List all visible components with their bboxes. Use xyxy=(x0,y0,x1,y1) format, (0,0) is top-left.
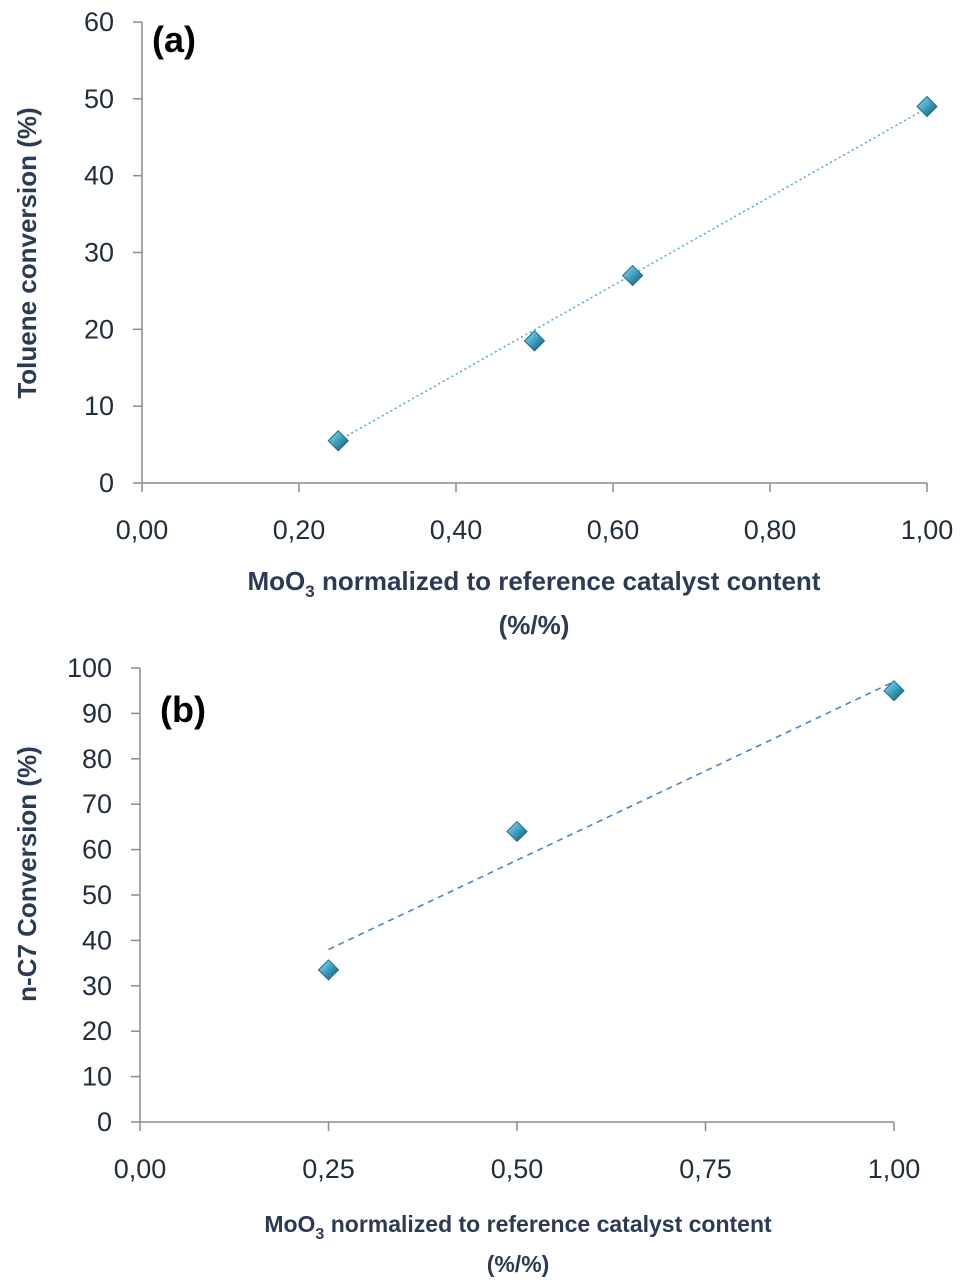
panel-a-label: (a) xyxy=(152,19,196,60)
panel-b-y-tick-label: 40 xyxy=(82,925,112,955)
panel-a-x-tick-label: 0,80 xyxy=(744,515,797,545)
panel-b-y-tick-label: 100 xyxy=(67,653,112,683)
panel-a-y-tick-label: 60 xyxy=(84,7,114,37)
panel-b-x-tick-label: 0,25 xyxy=(302,1154,355,1184)
panel-a-y-axis-label: Toluene conversion (%) xyxy=(12,107,42,398)
panel-b-x-tick-label: 0,50 xyxy=(491,1154,544,1184)
panel-a-x-tick-label: 0,60 xyxy=(587,515,640,545)
panel-b-x-tick-label: 0,00 xyxy=(114,1154,167,1184)
panel-b-y-tick-label: 90 xyxy=(82,698,112,728)
panel-b-trendline xyxy=(328,680,895,951)
panel-a-y-tick-label: 10 xyxy=(84,391,114,421)
panel-b-y-tick-label: 70 xyxy=(82,789,112,819)
panel-b-x-axis-label-sub: 3 xyxy=(315,1226,324,1243)
panel-b-x-axis-label-line2: (%/%) xyxy=(487,1251,550,1277)
panel-b-y-tick-label: 10 xyxy=(82,1062,112,1092)
panel-a-x-tick-label: 0,20 xyxy=(273,515,326,545)
panel-b-y-axis-label: n-C7 Conversion (%) xyxy=(12,746,42,1002)
panel-a-x-axis-label-main: MoO xyxy=(248,566,306,596)
panel-a-plot-area: 0 10 20 30 40 50 60 0,00 0,20 0,40 0,60 0,80 1,00 xyxy=(84,7,953,545)
panel-a-data-point xyxy=(621,264,644,287)
panel-b-data-point xyxy=(506,820,528,843)
panel-b-label: (b) xyxy=(160,689,206,730)
panel-a-x-tick-label: 0,00 xyxy=(116,515,169,545)
panel-a-x-tick-label: 1,00 xyxy=(901,515,954,545)
panel-b-y-tick-label: 80 xyxy=(82,744,112,774)
panel-b-plot-area: 0 10 20 30 40 50 60 70 80 90 100 0,00 0,25 0,50 0,75 1,… xyxy=(67,653,920,1184)
panel-a-x-tick-label: 0,40 xyxy=(430,515,483,545)
panel-b-y-tick-label: 30 xyxy=(82,971,112,1001)
panel-a-data-point xyxy=(916,95,938,118)
panel-a-x-axis-label: MoO3 normalized to reference catalyst co… xyxy=(248,566,821,601)
panel-b-data-point xyxy=(883,679,905,702)
panel-b-x-tick-label: 1,00 xyxy=(868,1154,921,1184)
panel-a-y-tick-label: 20 xyxy=(84,314,114,344)
panel-a-y-tick-label: 30 xyxy=(84,238,114,268)
panel-a: (a) Toluene conversion (%) MoO3 normaliz… xyxy=(12,7,953,640)
panel-a-y-tick-label: 40 xyxy=(84,161,114,191)
panel-b-x-axis-label: MoO3 normalized to reference catalyst co… xyxy=(264,1211,772,1243)
panel-a-x-axis-label-sub: 3 xyxy=(305,582,314,601)
panel-a-data-point xyxy=(523,330,546,352)
panel-b-y-tick-label: 60 xyxy=(82,835,112,865)
panel-b-y-tick-label: 0 xyxy=(97,1107,112,1137)
panel-b-y-tick-label: 20 xyxy=(82,1016,112,1046)
panel-b-y-tick-label: 50 xyxy=(82,880,112,910)
panel-b-data-point xyxy=(317,959,340,981)
panel-a-y-tick-label: 0 xyxy=(99,468,114,498)
panel-a-x-axis-label-line2: (%/%) xyxy=(499,610,570,640)
panel-b: (b) n-C7 Conversion (%) MoO3 normalized … xyxy=(12,653,920,1277)
panel-b-x-axis-label-main: MoO xyxy=(264,1211,315,1237)
panel-a-y-tick-label: 50 xyxy=(84,84,114,114)
panel-a-data-point xyxy=(327,430,349,452)
panel-b-x-tick-label: 0,75 xyxy=(679,1154,732,1184)
panel-b-x-axis-label-rest: normalized to reference catalyst content xyxy=(324,1211,772,1237)
panel-a-x-axis-label-rest: normalized to reference catalyst content xyxy=(315,566,821,596)
